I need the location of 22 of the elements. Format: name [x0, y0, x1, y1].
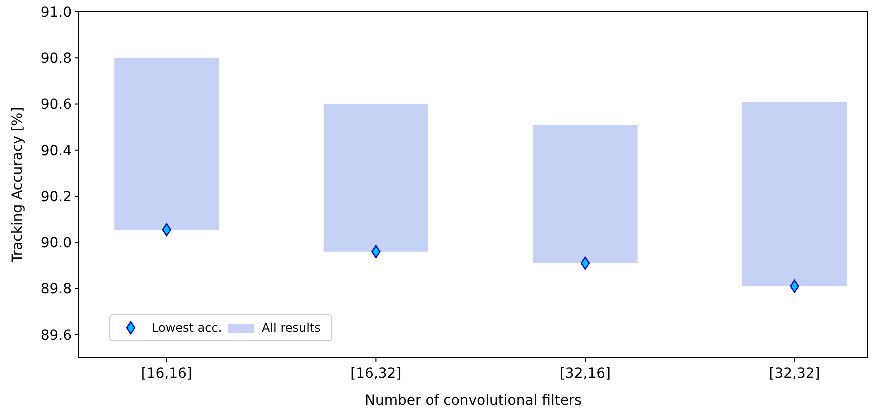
x-tick-label: [16,32]: [350, 366, 402, 382]
legend-label: All results: [262, 321, 321, 336]
y-tick-label: 89.8: [40, 282, 72, 298]
bar: [533, 125, 638, 264]
point: [580, 256, 590, 270]
y-axis-title: Tracking Accuracy [%]: [10, 107, 26, 264]
y-tick-label: 91.0: [40, 4, 72, 21]
x-axis-title: Number of convolutional filters: [365, 393, 582, 409]
y-tick-label: 89.6: [40, 328, 72, 344]
bar: [742, 102, 848, 286]
y-tick-label: 90.2: [40, 189, 72, 206]
y-tick-label: 90.4: [40, 143, 72, 160]
y-tick-label: 90.8: [40, 51, 72, 68]
bar: [114, 58, 220, 230]
y-tick-label: 90.6: [40, 97, 72, 114]
x-tick-label: [32,32]: [769, 366, 820, 382]
y-tick-label: 90.0: [40, 236, 72, 252]
x-tick-label: [32,16]: [560, 366, 611, 382]
bar: [324, 104, 429, 252]
x-tick-label: [16,16]: [141, 366, 192, 382]
point: [372, 245, 381, 258]
legend-label: Lowest acc.: [152, 321, 222, 336]
